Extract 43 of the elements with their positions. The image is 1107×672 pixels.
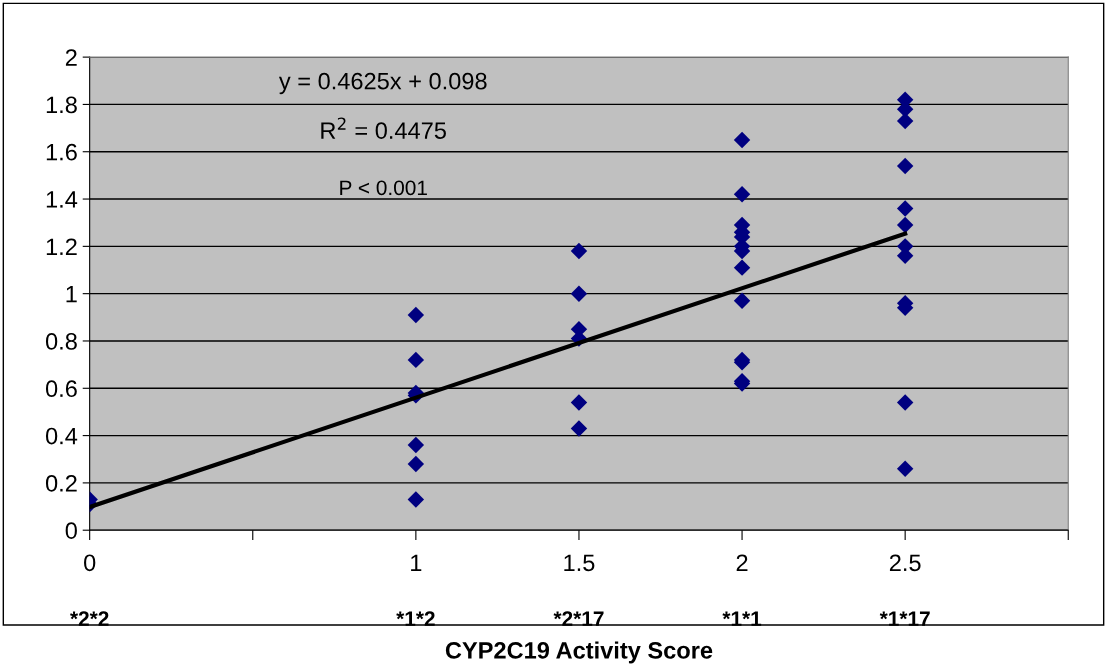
point	[733, 186, 751, 203]
annotation: P < 0.001	[340, 180, 427, 196]
x-tick-label: 2	[736, 554, 748, 571]
y-tick-label: 0.4	[45, 427, 78, 445]
point	[407, 491, 425, 508]
y-tick-label: 2	[65, 49, 77, 66]
x-tick-label: 0	[84, 554, 96, 572]
x-tick-label: 2.5	[889, 554, 921, 572]
text: *1*2	[396, 611, 435, 626]
point	[407, 455, 425, 473]
point	[570, 394, 588, 411]
point	[896, 216, 914, 234]
x-tick-label: 1	[411, 554, 422, 571]
point	[407, 351, 425, 369]
y-tick-label: 0	[65, 522, 77, 539]
point	[896, 460, 914, 477]
point	[570, 420, 588, 437]
y-tick-label: 0.6	[45, 380, 77, 398]
y-tick-label: 1.4	[46, 191, 78, 208]
text: *2*2	[70, 611, 109, 626]
y-tick-label: 0.8	[45, 333, 77, 350]
y-tick-label: 1.6	[46, 143, 77, 161]
point	[896, 157, 914, 175]
annotation: y = 0.4625x + 0.098	[278, 72, 487, 95]
point	[733, 292, 751, 309]
y-tick-label: 1.8	[46, 96, 77, 114]
point	[896, 200, 914, 217]
x-tick-label: 1.5	[564, 554, 595, 572]
annotation: R$^{2}$ = 0.4475	[321, 117, 446, 139]
text: *1*1	[722, 611, 762, 626]
point	[570, 242, 588, 260]
y-tick-label: 1	[66, 285, 77, 303]
point	[733, 259, 751, 276]
x-axis-title: CYP2C19 Activity Score	[445, 641, 713, 664]
text: *2*17	[553, 611, 604, 626]
y-tick-label: 0.2	[45, 474, 77, 492]
point	[896, 394, 914, 411]
text: *1*17	[879, 611, 930, 626]
point	[407, 436, 425, 454]
point	[733, 131, 751, 149]
y-tick-label: 1.2	[46, 238, 77, 255]
point	[407, 306, 425, 324]
point	[570, 285, 588, 302]
